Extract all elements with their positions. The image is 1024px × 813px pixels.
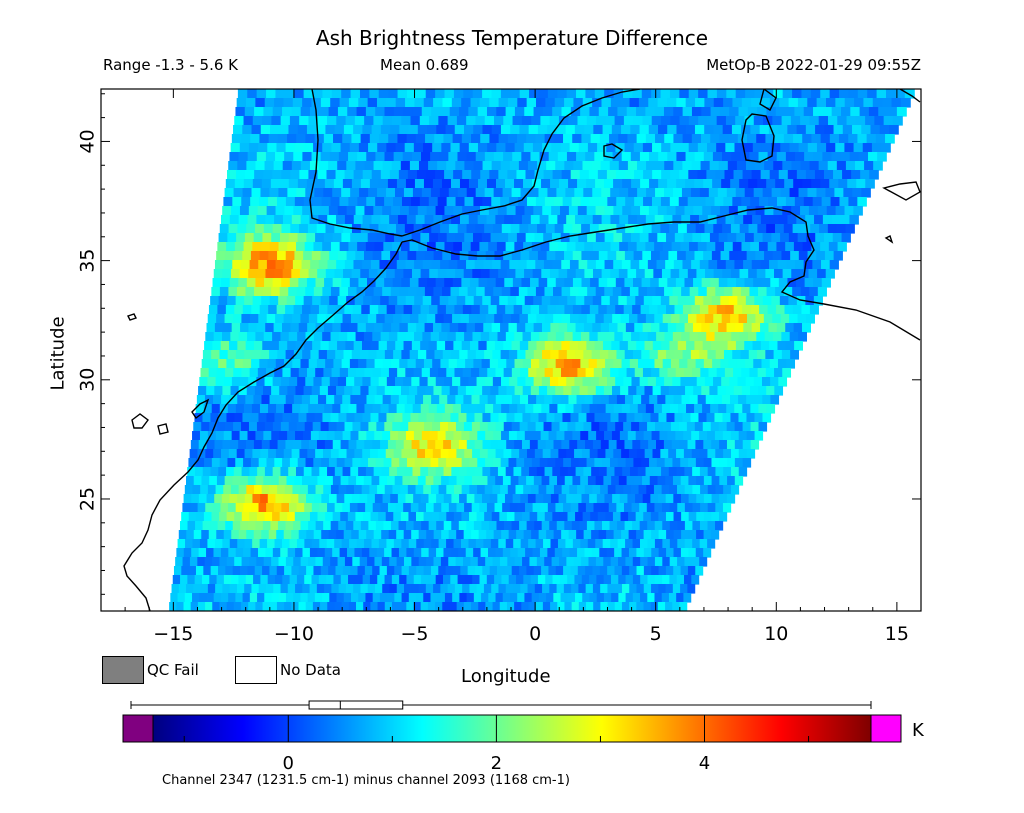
qc-fail-swatch bbox=[102, 656, 144, 684]
x-tick-label: −15 bbox=[153, 623, 193, 645]
channel-note: Channel 2347 (1231.5 cm-1) minus channel… bbox=[162, 773, 570, 788]
x-tick-label: 15 bbox=[885, 623, 909, 645]
y-tick-label: 35 bbox=[77, 249, 99, 273]
x-axis-label: Longitude bbox=[461, 666, 551, 687]
no-data-label: No Data bbox=[280, 661, 341, 679]
coastline-africa-west bbox=[123, 241, 403, 611]
colorbar-tick-label: 4 bbox=[699, 753, 710, 774]
coastline-canary-2 bbox=[157, 423, 169, 435]
colorbar-tick-label: 0 bbox=[283, 753, 294, 774]
coastline-iberia bbox=[401, 89, 641, 237]
ash-btd-swath bbox=[169, 89, 915, 611]
mean-text: Mean 0.689 bbox=[380, 56, 469, 74]
coastline-madeira bbox=[127, 313, 137, 321]
coastline-canary-1 bbox=[131, 413, 149, 429]
satellite-time: MetOp-B 2022-01-29 09:55Z bbox=[706, 56, 921, 74]
x-tick-label: 0 bbox=[529, 623, 541, 645]
coastline-pantelleria bbox=[884, 235, 894, 244]
x-tick-label: −5 bbox=[401, 623, 429, 645]
boxplot-box bbox=[308, 700, 404, 710]
colorbar-gradient bbox=[152, 714, 872, 743]
x-tick-label: −10 bbox=[274, 623, 314, 645]
qc-fail-label: QC Fail bbox=[147, 661, 199, 679]
coastline-balearic bbox=[603, 143, 624, 159]
colorbar-under bbox=[122, 714, 154, 743]
range-text: Range -1.3 - 5.6 K bbox=[103, 56, 238, 74]
coastline-iberia-west bbox=[309, 89, 403, 237]
coastline-corsica bbox=[759, 89, 777, 111]
coastline-canary-3 bbox=[191, 398, 210, 420]
y-tick-label: 40 bbox=[77, 129, 99, 153]
colorbar-over bbox=[870, 714, 902, 743]
y-tick-label: 25 bbox=[77, 487, 99, 511]
colorbar-tick-label: 2 bbox=[491, 753, 502, 774]
x-tick-label: 10 bbox=[764, 623, 788, 645]
coastline-italy bbox=[899, 89, 921, 103]
x-tick-label: 5 bbox=[650, 623, 662, 645]
coastline-mediterranean-south bbox=[401, 207, 921, 341]
coastline-sicily bbox=[882, 181, 921, 201]
axes: −15 −10 −5 0 5 10 15 25 30 35 40 bbox=[77, 89, 922, 645]
colorbar: 0 2 4 bbox=[122, 700, 902, 774]
coastlines bbox=[123, 89, 921, 611]
no-data-swatch bbox=[235, 656, 277, 684]
chart-title: Ash Brightness Temperature Difference bbox=[315, 26, 709, 50]
colorbar-unit: K bbox=[912, 720, 924, 741]
y-tick-label: 30 bbox=[77, 368, 99, 392]
coastline-sardinia bbox=[741, 113, 775, 163]
